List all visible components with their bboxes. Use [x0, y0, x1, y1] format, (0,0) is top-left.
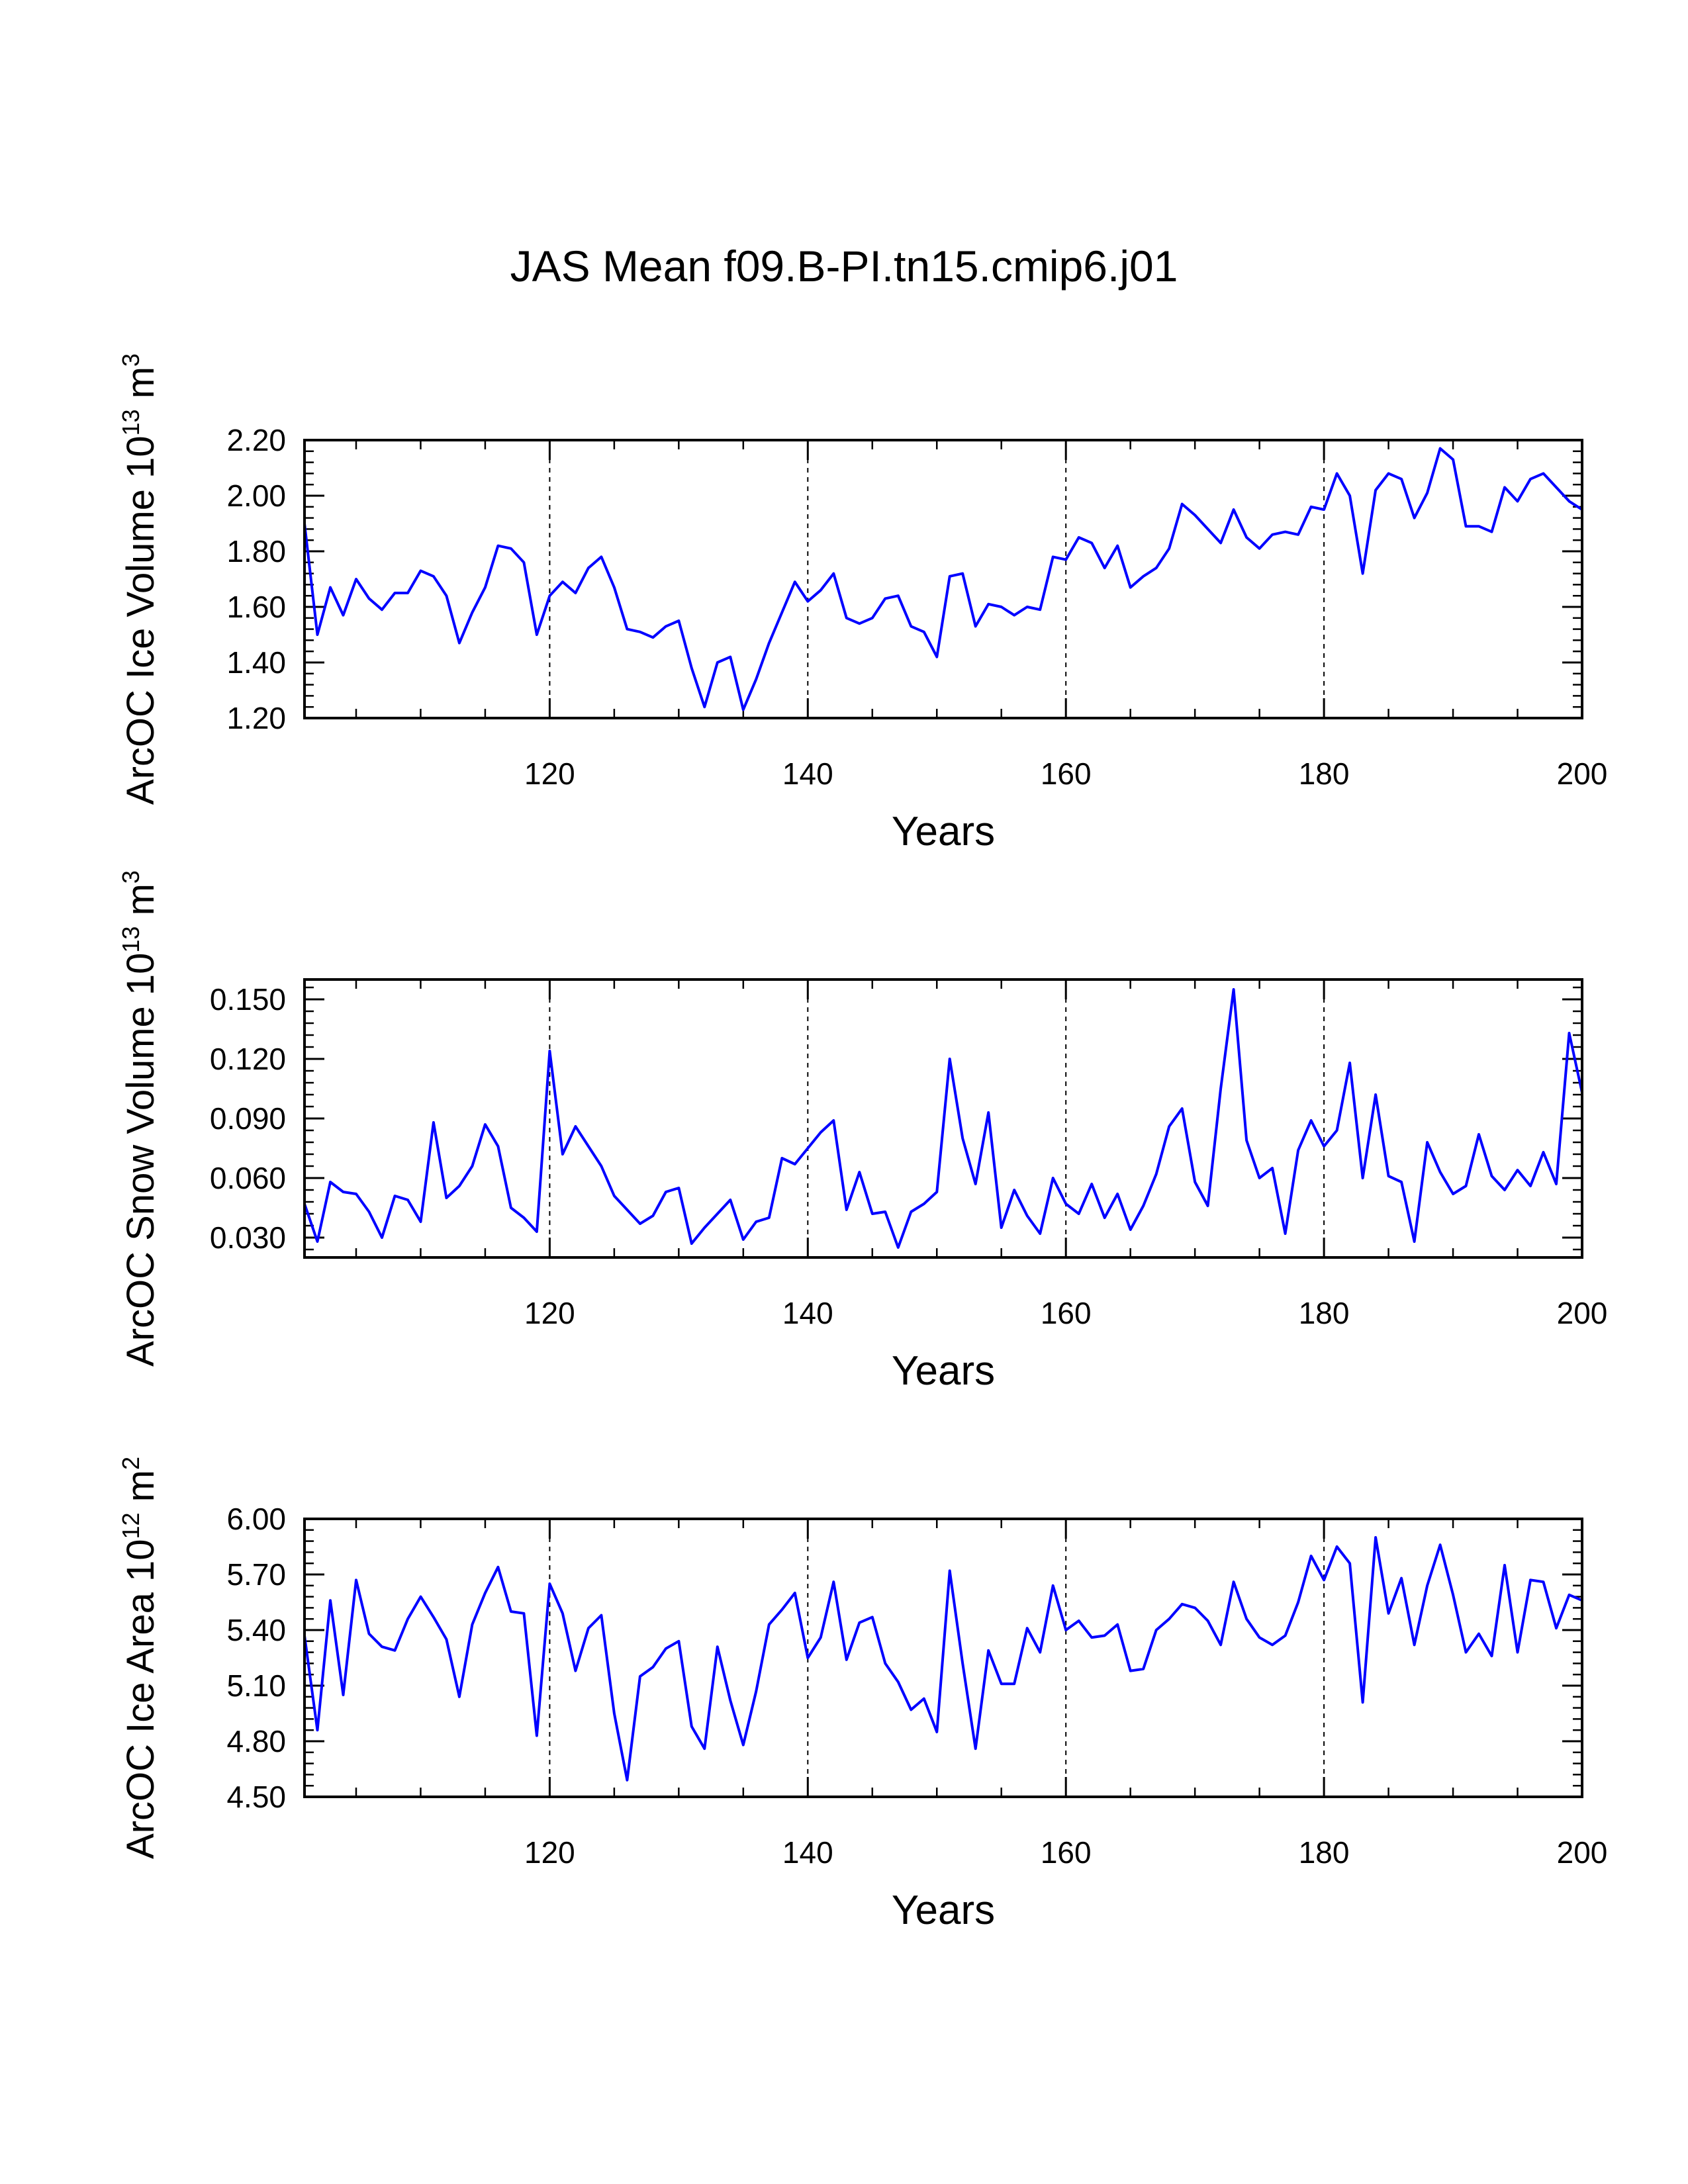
y-tick-label: 2.00: [226, 478, 286, 513]
series-line-snow-volume: [303, 988, 1583, 1249]
y-label-text: m: [119, 884, 162, 926]
y-label-text: m: [119, 367, 162, 409]
plot-frame: [303, 1518, 1583, 1798]
x-tick-label: 140: [782, 756, 833, 791]
y-tick-label: 0.150: [210, 982, 286, 1017]
x-tick-label: 180: [1299, 756, 1350, 791]
x-tick-label: 120: [524, 756, 575, 791]
x-tick-label: 140: [782, 1296, 833, 1330]
x-tick-label: 160: [1041, 756, 1092, 791]
y-tick-label: 1.80: [226, 534, 286, 569]
x-tick-label: 200: [1557, 1296, 1608, 1330]
y-label-superscript: 12: [117, 1512, 144, 1539]
y-tick-label: 5.40: [226, 1613, 286, 1647]
panel-ice-volume: 120 140 160 180 200 1.20 1.40 1.60 1.80 2.00 2.20 Y…: [117, 353, 1607, 854]
y-axis-label: ArcOC Ice Volume 1013 m3: [117, 353, 162, 805]
y-tick-label: 0.060: [210, 1161, 286, 1195]
x-axis-label: Years: [892, 1888, 995, 1933]
x-tick-label: 160: [1041, 1296, 1092, 1330]
x-axis-label: Years: [892, 809, 995, 854]
y-label-text: ArcOC Ice Area 10: [119, 1539, 162, 1859]
y-tick-label: 6.00: [226, 1502, 286, 1536]
y-label-text: ArcOC Ice Volume 10: [119, 435, 162, 805]
y-tick-label: 4.80: [226, 1724, 286, 1758]
y-label-superscript: 3: [117, 870, 144, 884]
plot-frame: [303, 978, 1583, 1259]
x-tick-label: 180: [1299, 1296, 1350, 1330]
plot-frame: [303, 439, 1583, 719]
x-tick-label: 140: [782, 1835, 833, 1870]
y-tick-label: 2.20: [226, 423, 286, 457]
y-label-superscript: 13: [117, 409, 144, 435]
x-tick-label: 200: [1557, 1835, 1608, 1870]
panel-ice-area: 120 140 160 180 200 4.50 4.80 5.10 5.40 5.70 6.00 Y…: [117, 1457, 1607, 1933]
series-line-ice-volume: [303, 447, 1583, 711]
y-tick-label: 1.20: [226, 701, 286, 735]
y-tick-label: 5.10: [226, 1668, 286, 1703]
x-tick-label: 120: [524, 1296, 575, 1330]
x-tick-label: 200: [1557, 756, 1608, 791]
y-label-text: m: [119, 1470, 162, 1512]
y-axis-label: ArcOC Snow Volume 1013 m3: [117, 870, 162, 1367]
y-tick-label: 0.090: [210, 1101, 286, 1136]
panel-snow-volume: 120 140 160 180 200 0.030 0.060 0.090 0.120 0.150…: [117, 870, 1607, 1394]
y-label-superscript: 13: [117, 927, 144, 953]
y-tick-label: 1.60: [226, 590, 286, 624]
x-axis-label: Years: [892, 1348, 995, 1394]
y-label-superscript: 3: [117, 353, 144, 367]
y-axis-label: ArcOC Ice Area 1012 m2: [117, 1457, 162, 1859]
y-tick-label: 0.030: [210, 1220, 286, 1255]
y-label-superscript: 2: [117, 1457, 144, 1470]
y-tick-label: 0.120: [210, 1042, 286, 1076]
x-tick-label: 120: [524, 1835, 575, 1870]
y-label-text: ArcOC Snow Volume 10: [119, 953, 162, 1367]
x-tick-label: 180: [1299, 1835, 1350, 1870]
x-tick-label: 160: [1041, 1835, 1092, 1870]
figure-title: JAS Mean f09.B-PI.tn15.cmip6.j01: [510, 242, 1178, 291]
series-line-ice-area: [303, 1536, 1583, 1782]
y-tick-label: 4.50: [226, 1780, 286, 1814]
y-tick-label: 1.40: [226, 645, 286, 680]
y-tick-label: 5.70: [226, 1557, 286, 1592]
panels: 120 140 160 180 200 1.20 1.40 1.60 1.80 2.00 2.20 Y…: [117, 353, 1607, 1933]
